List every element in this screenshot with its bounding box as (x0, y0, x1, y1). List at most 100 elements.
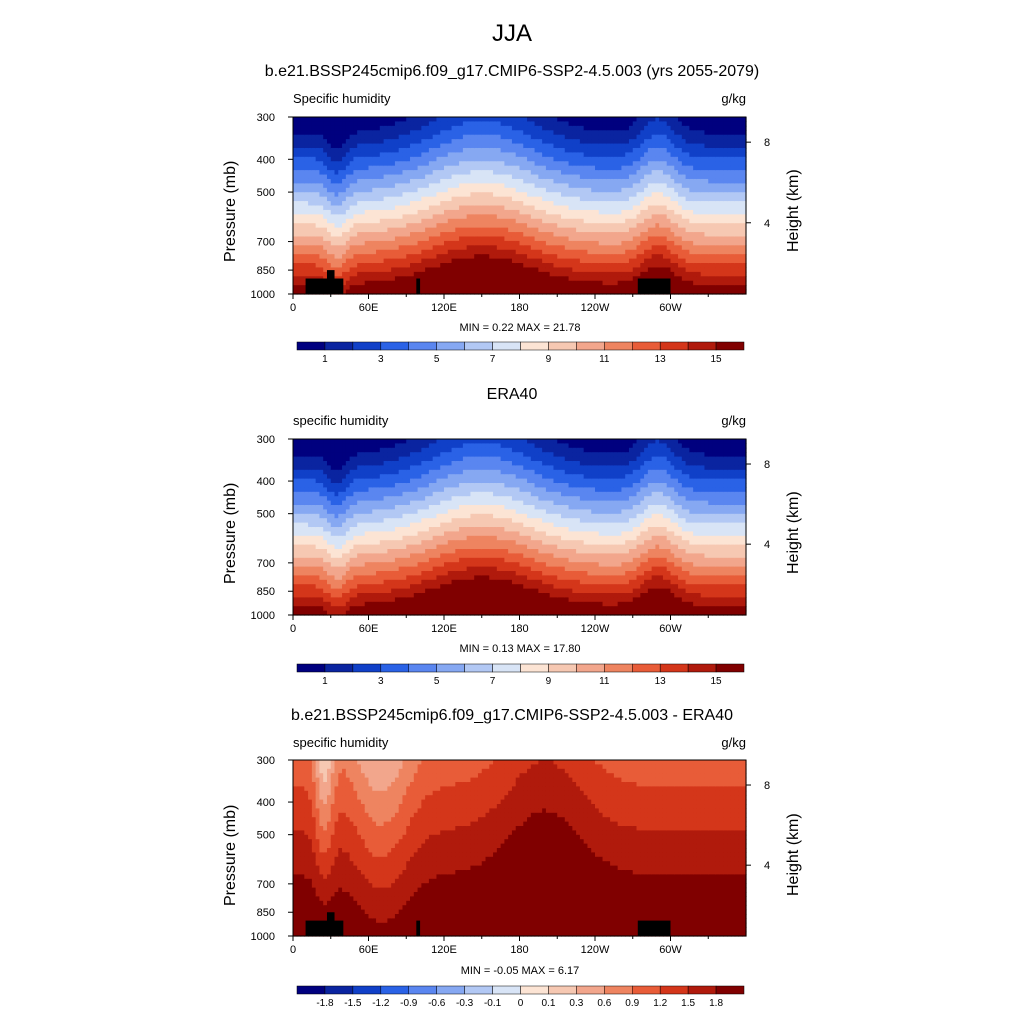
panel-1-cell (334, 263, 339, 269)
panel-1-cell (719, 227, 724, 233)
panel-1-cell (402, 178, 407, 184)
panel-1-cell (481, 178, 487, 184)
panel-1-cell (730, 174, 736, 180)
panel-1-cell (693, 240, 698, 246)
panel-1-cell (636, 125, 641, 131)
panel-1-cell (704, 276, 709, 282)
panel-1-cell (398, 143, 404, 149)
panel-1-cell (413, 117, 419, 123)
panel-1-cell (311, 130, 317, 136)
panel-1-cell (636, 178, 641, 184)
panel-1-cell (364, 223, 370, 229)
panel-1-cell (647, 232, 653, 238)
panel-1-cell (696, 178, 702, 184)
panel-1-cell (300, 178, 305, 184)
colorbar-swatch (352, 341, 382, 351)
panel-1-cell (591, 196, 596, 202)
panel-1-cell (647, 170, 653, 176)
panel-1-cell (693, 139, 698, 145)
panel-1-cell (511, 285, 517, 291)
panel-1-cell (545, 280, 551, 286)
panel-1-cell (742, 192, 747, 198)
panel-1-cell (425, 209, 430, 215)
panel-1-cell (353, 232, 358, 238)
panel-1-cell (564, 240, 570, 246)
panel-1-cell (459, 218, 464, 224)
panel-1-cell (542, 139, 547, 145)
panel-1-cell (617, 209, 623, 215)
panel-1-cell (587, 147, 592, 153)
panel-1-cell (636, 267, 641, 273)
panel-1-cell (681, 192, 687, 198)
panel-1-cell (481, 201, 487, 207)
panel-1-cell (394, 209, 400, 215)
panel-1-cell (689, 245, 694, 251)
panel-1-cell (734, 285, 740, 291)
panel-1-cell (425, 214, 430, 220)
panel-1-cell (451, 156, 456, 162)
panel-1-cell (372, 223, 377, 229)
panel-1-cell (391, 192, 396, 198)
panel-1-cell (515, 117, 521, 123)
panel-1-cell (451, 201, 456, 207)
panel-1-cell (579, 276, 585, 282)
panel-1-cell (625, 134, 630, 140)
panel-1-cell (519, 125, 524, 131)
panel-1-cell (349, 147, 355, 153)
panel-1-cell (444, 196, 449, 202)
panel-1-cell (666, 130, 672, 136)
panel-1-cell (462, 117, 468, 123)
panel-1-cell (485, 218, 490, 224)
panel-1-cell (628, 156, 634, 162)
panel-1-cell (662, 201, 668, 207)
panel-1-cell (647, 130, 653, 136)
panel-1-cell (628, 196, 634, 202)
panel-1-cell (300, 227, 305, 233)
panel-1-cell (293, 276, 298, 282)
panel-1-cell (685, 161, 690, 167)
panel-1-cell (485, 209, 490, 215)
panel-1-cell (613, 280, 619, 286)
panel-1-cell (323, 125, 328, 131)
panel-1-cell (304, 245, 309, 251)
panel-1-cell (598, 121, 604, 127)
panel-1-cell (606, 121, 611, 127)
panel-1-cell (738, 249, 743, 255)
panel-1-cell (368, 280, 373, 286)
panel-1-cell (534, 130, 539, 136)
panel-1-cell (372, 263, 377, 269)
panel-1-cell (493, 165, 498, 171)
panel-1-cell (334, 196, 339, 202)
panel-1-cell (338, 125, 343, 131)
panel-1-cell (595, 227, 600, 233)
panel-1-cell (432, 245, 438, 251)
panel-1-cell (678, 178, 683, 184)
panel-1-cell (489, 139, 494, 145)
panel-1-cell (723, 232, 728, 238)
panel-1-cell (704, 174, 709, 180)
panel-1-cell (315, 121, 321, 127)
panel-1-cell (519, 249, 524, 255)
panel-1-cell (579, 174, 585, 180)
panel-1-cell (719, 125, 724, 131)
panel-1-cell (632, 156, 638, 162)
panel-1-cell (689, 170, 694, 176)
panel-1-cell (549, 280, 555, 286)
panel-1-cell (455, 161, 460, 167)
panel-1-cell (515, 174, 521, 180)
panel-1-cell (734, 245, 740, 251)
panel-1-cell (357, 240, 362, 246)
panel-1-cell (730, 143, 736, 149)
panel-1-cell (542, 196, 547, 202)
panel-1-cell (489, 254, 494, 260)
panel-1-cell (481, 240, 487, 246)
panel-1-cell (670, 201, 675, 207)
panel-1-cell (447, 201, 453, 207)
panel-1-cell (538, 134, 543, 140)
panel-1-cell (636, 165, 641, 171)
panel-1-cell (444, 223, 449, 229)
panel-1-cell (504, 147, 509, 153)
panel-1-cell (293, 280, 298, 286)
panel-1-cell (625, 271, 630, 277)
colorbar-swatch (436, 341, 465, 351)
